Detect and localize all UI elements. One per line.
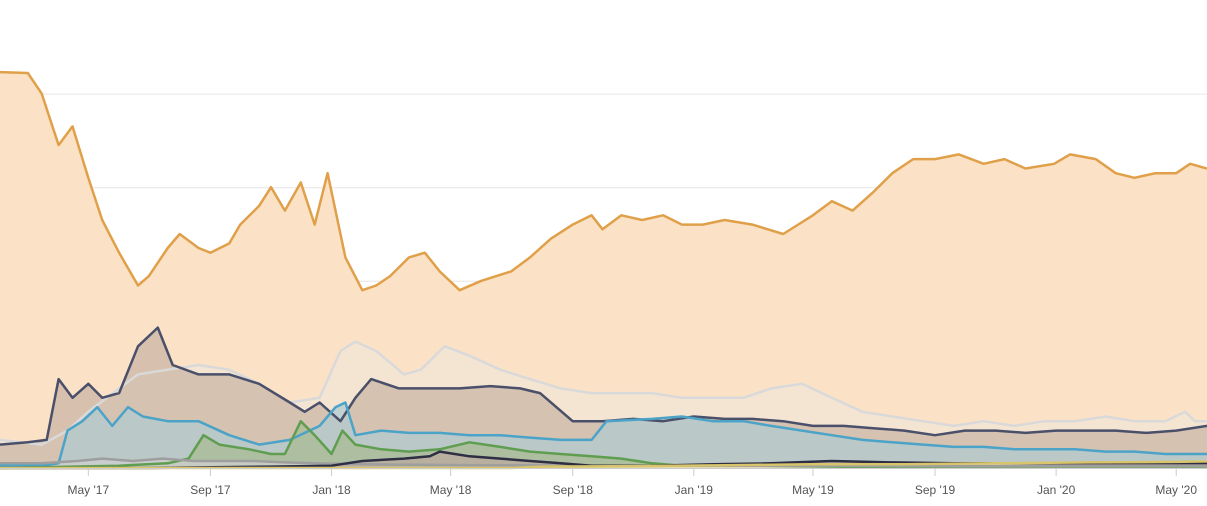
x-tick-label: Sep '17 [190, 483, 231, 497]
x-axis: May '17 Sep '17 Jan '18 May '18 Sep '18 Jan '… [0, 468, 1207, 497]
x-tick-label: May '19 [792, 483, 834, 497]
x-tick-label: Jan '18 [312, 483, 351, 497]
series-1-area [0, 72, 1207, 468]
area-layer [0, 72, 1207, 468]
x-tick-label: Sep '18 [553, 483, 594, 497]
x-tick-label: Jan '19 [675, 483, 714, 497]
series-1-line [0, 70, 1207, 292]
x-tick-label: May '20 [1155, 483, 1197, 497]
series-8-line [0, 460, 1207, 470]
series-3-line [0, 326, 1207, 446]
series-6-line [0, 457, 1207, 468]
x-tick-label: May '17 [68, 483, 110, 497]
series-5-area [0, 421, 1207, 468]
series-2-line [0, 340, 1207, 446]
x-tick-label: Jan '20 [1037, 483, 1076, 497]
series-4-line [0, 401, 1207, 467]
x-tick-label: May '18 [430, 483, 472, 497]
line-layer [0, 70, 1207, 470]
x-tick-label: Sep '19 [915, 483, 956, 497]
